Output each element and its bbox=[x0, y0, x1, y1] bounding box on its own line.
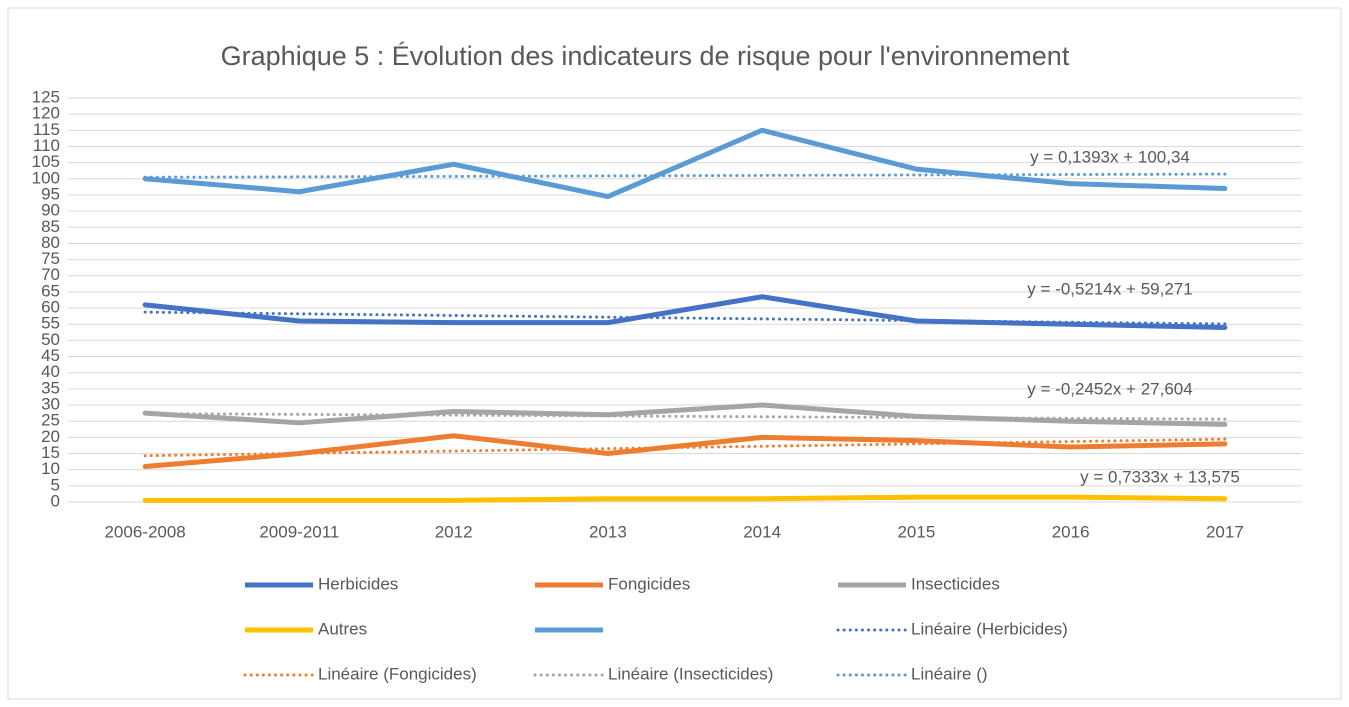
y-tick-label: 20 bbox=[41, 427, 60, 446]
y-tick-label: 110 bbox=[33, 136, 60, 155]
legend-label: Herbicides bbox=[318, 574, 398, 593]
x-tick-label: 2006-2008 bbox=[104, 522, 185, 541]
trend-equation: y = -0,5214x + 59,271 bbox=[1027, 279, 1192, 298]
x-tick-label: 2013 bbox=[589, 522, 627, 541]
chart-border bbox=[7, 7, 1342, 700]
legend-label: Linéaire () bbox=[911, 664, 988, 683]
x-tick-label: 2016 bbox=[1052, 522, 1090, 541]
y-tick-label: 5 bbox=[51, 475, 60, 494]
y-tick-label: 10 bbox=[41, 459, 60, 478]
y-tick-label: 115 bbox=[33, 120, 60, 139]
chart-title: Graphique 5 : Évolution des indicateurs … bbox=[221, 41, 1070, 71]
y-tick-label: 25 bbox=[41, 411, 60, 430]
x-tick-label: 2009-2011 bbox=[259, 522, 339, 541]
y-tick-label: 75 bbox=[41, 249, 60, 268]
series-line bbox=[142, 127, 1228, 200]
y-tick-label: 30 bbox=[41, 395, 60, 414]
x-tick-label: 2014 bbox=[743, 522, 781, 541]
x-tick-label: 2015 bbox=[897, 522, 935, 541]
legend-label: Insecticides bbox=[911, 574, 1000, 593]
y-tick-label: 90 bbox=[41, 201, 60, 220]
y-tick-label: 55 bbox=[41, 314, 60, 333]
series-line bbox=[142, 433, 1228, 469]
y-tick-label: 35 bbox=[41, 378, 60, 397]
y-tick-label: 85 bbox=[41, 217, 60, 236]
y-tick-label: 15 bbox=[41, 443, 60, 462]
series-line bbox=[142, 494, 1228, 503]
y-tick-label: 105 bbox=[32, 152, 60, 171]
legend-label: Linéaire (Herbicides) bbox=[911, 619, 1068, 638]
y-tick-label: 60 bbox=[41, 298, 60, 317]
x-tick-label: 2012 bbox=[435, 522, 473, 541]
legend-label: Linéaire (Fongicides) bbox=[318, 664, 477, 683]
legend-label: Fongicides bbox=[608, 574, 690, 593]
legend-label: Autres bbox=[318, 619, 367, 638]
legend-label: Linéaire (Insecticides) bbox=[608, 664, 773, 683]
series-line bbox=[142, 402, 1228, 427]
y-tick-label: 100 bbox=[32, 168, 60, 187]
y-tick-label: 95 bbox=[41, 184, 60, 203]
y-tick-label: 125 bbox=[32, 87, 60, 106]
y-tick-label: 65 bbox=[41, 281, 60, 300]
y-tick-label: 45 bbox=[41, 346, 60, 365]
x-tick-label: 2017 bbox=[1206, 522, 1244, 541]
y-tick-label: 50 bbox=[41, 330, 60, 349]
y-tick-label: 70 bbox=[41, 265, 60, 284]
trend-equation: y = -0,2452x + 27,604 bbox=[1027, 379, 1192, 398]
series-line bbox=[142, 294, 1228, 330]
y-tick-label: 80 bbox=[41, 233, 60, 252]
trend-equation: y = 0,7333x + 13,575 bbox=[1080, 467, 1240, 486]
trend-equation: y = 0,1393x + 100,34 bbox=[1030, 147, 1190, 166]
y-tick-label: 0 bbox=[51, 491, 60, 510]
y-tick-label: 120 bbox=[32, 104, 60, 123]
y-tick-label: 40 bbox=[41, 362, 60, 381]
